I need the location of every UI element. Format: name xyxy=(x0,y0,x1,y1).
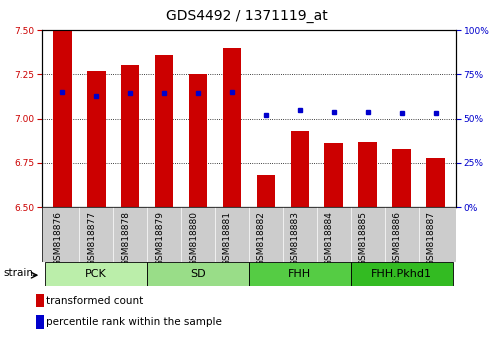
Text: strain: strain xyxy=(4,268,34,278)
Text: GSM818877: GSM818877 xyxy=(87,211,96,266)
Text: PCK: PCK xyxy=(85,269,107,279)
Bar xyxy=(189,74,208,207)
Text: GSM818878: GSM818878 xyxy=(121,211,130,266)
Bar xyxy=(53,30,71,207)
Text: GSM818886: GSM818886 xyxy=(393,211,402,266)
Bar xyxy=(87,71,106,207)
Text: GSM818882: GSM818882 xyxy=(257,211,266,266)
Bar xyxy=(36,315,44,329)
Bar xyxy=(426,158,445,207)
Text: transformed count: transformed count xyxy=(46,296,143,306)
Bar xyxy=(351,262,453,286)
Bar xyxy=(358,142,377,207)
Text: FHH: FHH xyxy=(288,269,312,279)
Bar xyxy=(36,294,44,307)
Bar xyxy=(392,149,411,207)
Text: SD: SD xyxy=(190,269,206,279)
Bar xyxy=(45,262,147,286)
Bar xyxy=(147,262,249,286)
Bar xyxy=(324,143,343,207)
Text: GSM818881: GSM818881 xyxy=(223,211,232,266)
Bar xyxy=(121,65,140,207)
Bar xyxy=(223,48,242,207)
Text: GSM818880: GSM818880 xyxy=(189,211,198,266)
Text: percentile rank within the sample: percentile rank within the sample xyxy=(46,317,221,327)
Text: GSM818876: GSM818876 xyxy=(53,211,62,266)
Text: GDS4492 / 1371119_at: GDS4492 / 1371119_at xyxy=(166,9,327,23)
Text: GSM818887: GSM818887 xyxy=(426,211,436,266)
Text: GSM818885: GSM818885 xyxy=(359,211,368,266)
Text: GSM818884: GSM818884 xyxy=(325,211,334,266)
Bar xyxy=(290,131,309,207)
Bar xyxy=(249,262,351,286)
Bar xyxy=(256,175,275,207)
Text: GSM818883: GSM818883 xyxy=(291,211,300,266)
Text: GSM818879: GSM818879 xyxy=(155,211,164,266)
Text: FHH.Pkhd1: FHH.Pkhd1 xyxy=(371,269,432,279)
Bar xyxy=(155,55,174,207)
